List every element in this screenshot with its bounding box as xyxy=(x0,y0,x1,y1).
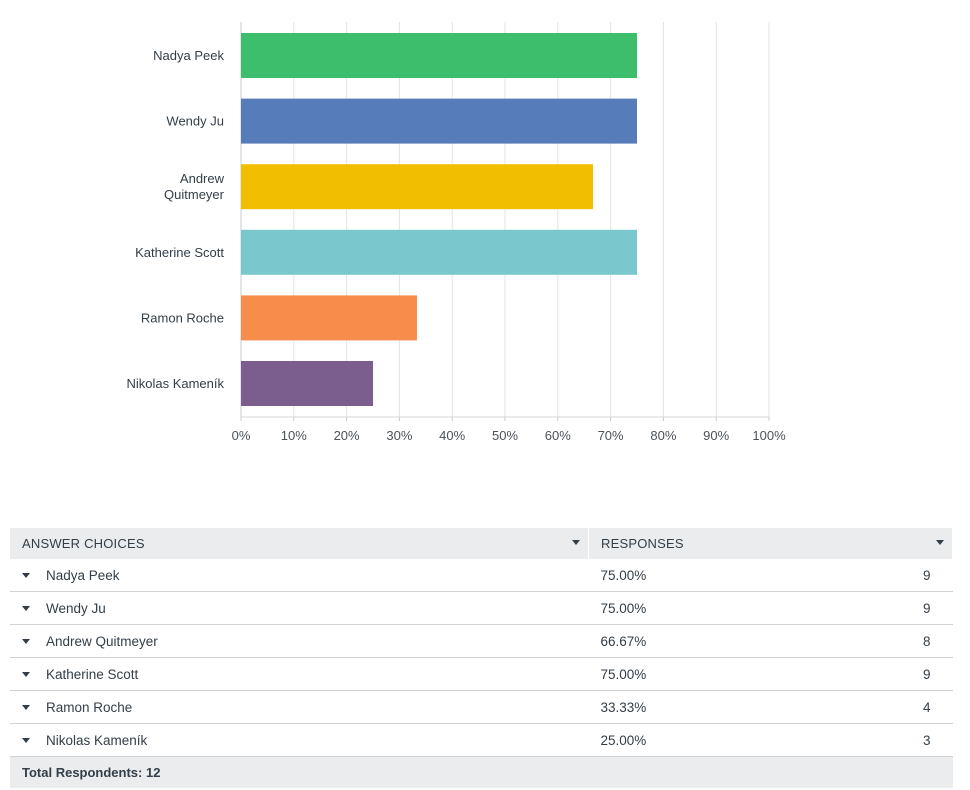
expand-caret-icon[interactable] xyxy=(22,639,30,645)
x-tick-label: 90% xyxy=(703,428,729,443)
table-row: Nikolas Kameník 25.00% 3 xyxy=(10,723,953,757)
answer-choice-label: Ramon Roche xyxy=(46,699,133,715)
x-tick-label: 60% xyxy=(545,428,571,443)
response-percent: 33.33% xyxy=(588,690,830,724)
x-tick-label: 30% xyxy=(386,428,412,443)
sort-answer-choices-icon[interactable] xyxy=(572,540,580,545)
category-label: Nikolas Kameník xyxy=(126,376,224,391)
response-percent: 75.00% xyxy=(588,559,830,592)
x-tick-label: 70% xyxy=(598,428,624,443)
response-count: 8 xyxy=(829,624,953,658)
bar-0 xyxy=(241,33,637,78)
responses-table: ANSWER CHOICES RESPONSES Nadya Peek 75.0… xyxy=(10,528,953,788)
x-tick-label: 40% xyxy=(439,428,465,443)
table-row: Andrew Quitmeyer 66.67% 8 xyxy=(10,624,953,658)
category-label: Ramon Roche xyxy=(141,310,224,325)
response-percent: 75.00% xyxy=(588,657,830,691)
answer-choice-label: Nikolas Kameník xyxy=(46,732,148,748)
x-tick-label: 50% xyxy=(492,428,518,443)
answer-choice-label: Andrew Quitmeyer xyxy=(46,633,158,649)
response-count: 9 xyxy=(829,591,953,625)
category-label: Wendy Ju xyxy=(166,114,224,129)
response-percent: 75.00% xyxy=(588,591,830,625)
responses-header-label: RESPONSES xyxy=(601,536,684,551)
response-count: 9 xyxy=(829,559,953,592)
answer-choice-label: Nadya Peek xyxy=(46,567,120,583)
responses-header[interactable]: RESPONSES xyxy=(588,528,953,559)
expand-caret-icon[interactable] xyxy=(22,705,30,711)
table-row: Nadya Peek 75.00% 9 xyxy=(10,559,953,592)
answer-choice-label: Katherine Scott xyxy=(46,666,139,682)
answer-choice-cell: Nadya Peek xyxy=(10,559,589,592)
bar-2 xyxy=(241,164,594,210)
x-tick-label: 80% xyxy=(650,428,676,443)
category-label: Nadya Peek xyxy=(153,48,224,63)
answer-choice-cell: Ramon Roche xyxy=(10,690,589,724)
response-count: 3 xyxy=(829,723,953,757)
bar-5 xyxy=(241,361,373,406)
table-row: Ramon Roche 33.33% 4 xyxy=(10,690,953,724)
bar-3 xyxy=(241,229,637,275)
total-respondents: Total Respondents: 12 xyxy=(10,756,953,788)
x-tick-label: 10% xyxy=(281,428,307,443)
expand-caret-icon[interactable] xyxy=(22,573,30,579)
table-row: Katherine Scott 75.00% 9 xyxy=(10,657,953,691)
expand-caret-icon[interactable] xyxy=(22,672,30,678)
table-row: Wendy Ju 75.00% 9 xyxy=(10,591,953,625)
answer-choices-header-label: ANSWER CHOICES xyxy=(22,536,145,551)
category-label: Katherine Scott xyxy=(135,245,224,260)
answer-choice-label: Wendy Ju xyxy=(46,600,106,616)
bar-1 xyxy=(241,98,637,144)
answer-choice-cell: Katherine Scott xyxy=(10,657,589,691)
x-tick-label: 0% xyxy=(232,428,251,443)
answer-choice-cell: Nikolas Kameník xyxy=(10,723,589,757)
answer-choices-header[interactable]: ANSWER CHOICES xyxy=(10,528,589,559)
bar-4 xyxy=(241,295,417,341)
response-count: 4 xyxy=(829,690,953,724)
category-label: Andrew Quitmeyer xyxy=(164,171,225,202)
table-header-row: ANSWER CHOICES RESPONSES xyxy=(10,528,953,559)
total-respondents-row: Total Respondents: 12 xyxy=(10,756,953,788)
x-tick-label: 100% xyxy=(752,428,786,443)
response-percent: 25.00% xyxy=(588,723,830,757)
x-tick-label: 20% xyxy=(334,428,360,443)
response-percent: 66.67% xyxy=(588,624,830,658)
sort-responses-icon[interactable] xyxy=(936,540,944,545)
answer-choice-cell: Andrew Quitmeyer xyxy=(10,624,589,658)
response-count: 9 xyxy=(829,657,953,691)
expand-caret-icon[interactable] xyxy=(22,738,30,744)
answer-choice-cell: Wendy Ju xyxy=(10,591,589,625)
expand-caret-icon[interactable] xyxy=(22,606,30,612)
bar-chart: 0% 10% 20% 30% 40% 50% 60% 70% 80% 90% 100% Nadya P… xyxy=(126,22,786,443)
